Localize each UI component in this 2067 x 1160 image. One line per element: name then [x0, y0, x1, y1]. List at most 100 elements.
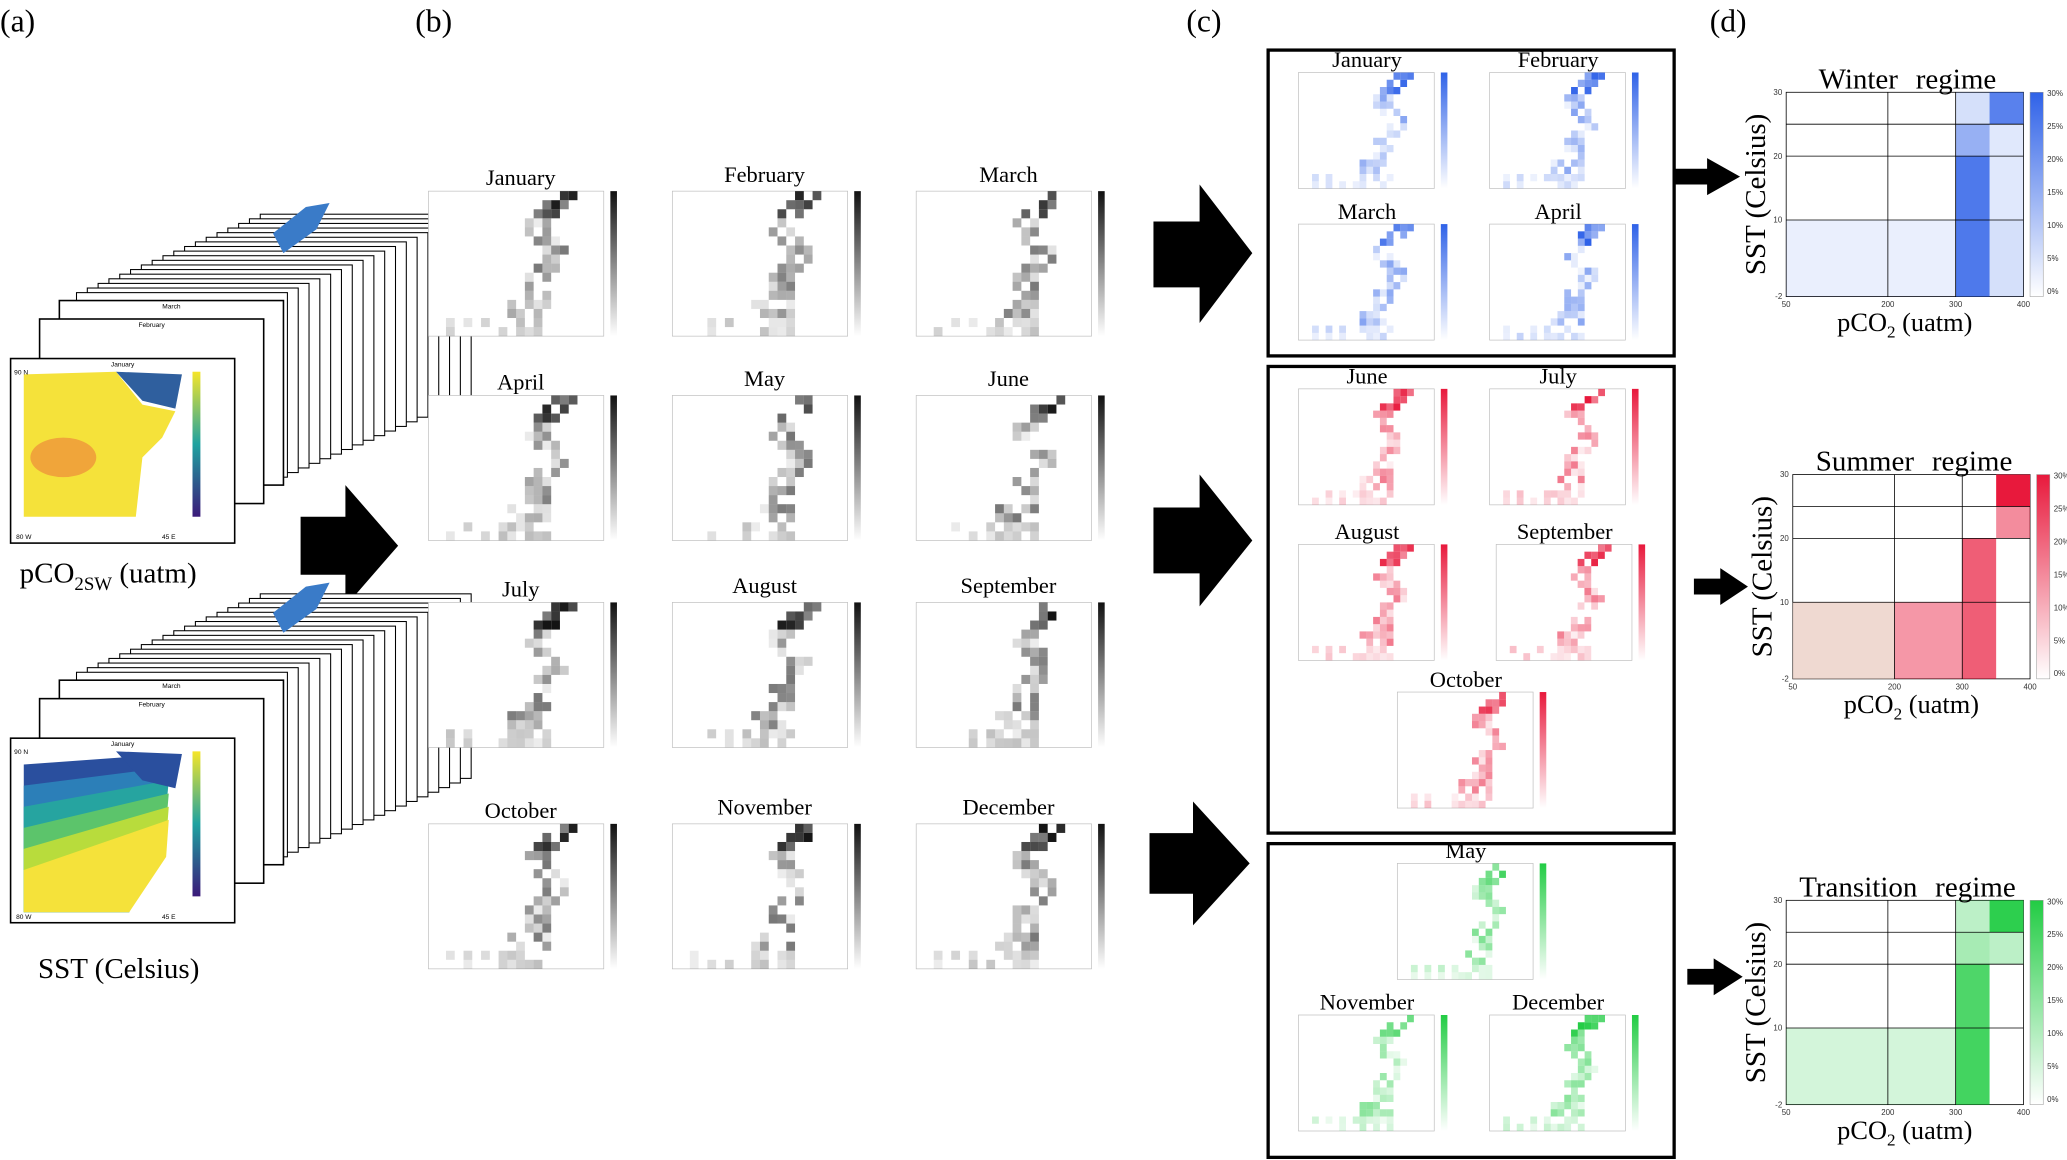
- heat-cell: [795, 263, 804, 273]
- heat-cell: [559, 878, 569, 888]
- heat-cell: [1373, 1094, 1380, 1102]
- heat-cell: [777, 318, 787, 328]
- heat-cell: [777, 218, 787, 228]
- heat-cell: [751, 950, 760, 960]
- heat-cell: [524, 905, 534, 915]
- panel-label: (c): [1186, 4, 1221, 39]
- heat-cell: [1030, 887, 1039, 897]
- heat-cell: [786, 281, 796, 291]
- label-base: pCO: [1837, 308, 1887, 337]
- heat-cell: [786, 629, 796, 639]
- heat-cell: [1373, 1036, 1380, 1044]
- heat-cell: [1564, 454, 1572, 462]
- heat-cell: [768, 683, 778, 694]
- heat-cell: [1584, 1022, 1592, 1030]
- heat-cell: [1030, 522, 1039, 532]
- heat-cell: [1478, 943, 1486, 951]
- heat-cell: [1577, 461, 1585, 469]
- heat-cell: [1577, 1123, 1585, 1131]
- colorbar: [610, 191, 617, 337]
- map-corner: 45 E: [162, 534, 176, 541]
- heat-cell: [533, 318, 543, 328]
- heat-cell: [481, 318, 490, 328]
- heat-cell: [1577, 624, 1585, 632]
- heat-cell: [1564, 1102, 1572, 1110]
- heat-cell: [1598, 72, 1605, 80]
- heat-cell: [1471, 800, 1479, 809]
- regime-cell: [1996, 506, 2031, 539]
- heat-cell: [1577, 631, 1585, 639]
- heat-cell: [1012, 729, 1022, 739]
- heat-cell: [524, 638, 534, 648]
- heat-cell: [768, 504, 778, 514]
- heat-cell: [777, 693, 787, 703]
- heat-cell: [1030, 702, 1039, 712]
- heat-cell: [559, 602, 569, 612]
- heat-cell: [1386, 231, 1394, 239]
- heat-cell: [542, 254, 552, 264]
- heat-cell: [1038, 620, 1048, 630]
- heat-cell: [768, 486, 778, 496]
- heat-cell: [542, 729, 552, 739]
- heat-cell: [777, 638, 787, 648]
- heat-cell: [1003, 932, 1013, 942]
- heat-cell: [707, 959, 717, 969]
- heat-cell: [1038, 665, 1048, 675]
- heat-cell: [533, 711, 543, 721]
- heat-cell: [1021, 318, 1031, 328]
- heat-cell: [1584, 573, 1592, 581]
- heat-cell: [542, 299, 552, 309]
- heat-cell: [1386, 260, 1394, 268]
- map-title: March: [162, 683, 181, 690]
- heat-cell: [1577, 1102, 1585, 1110]
- x-tick-label: 300: [1956, 682, 1970, 691]
- heat-cell: [1577, 101, 1585, 109]
- heat-cell: [777, 738, 787, 748]
- heat-cell: [1424, 793, 1432, 801]
- heat-cell: [1393, 1058, 1401, 1066]
- heat-cell: [1366, 475, 1374, 484]
- x-tick-label: 300: [1949, 300, 1963, 309]
- heat-cell: [1584, 425, 1592, 433]
- heat-cell: [1571, 181, 1578, 189]
- heat-cell: [768, 629, 778, 639]
- heat-cell: [1571, 260, 1578, 268]
- heat-cell: [1577, 645, 1585, 654]
- heat-cell: [1564, 653, 1571, 661]
- heat-cell: [1564, 1080, 1572, 1088]
- heat-cell: [1366, 159, 1374, 167]
- colorbar-tick: 5%: [2047, 1062, 2058, 1071]
- heat-cell: [1591, 1065, 1599, 1073]
- label-sub: 2: [1887, 322, 1896, 341]
- heat-cell: [1386, 123, 1394, 131]
- heat-cell: [1373, 645, 1380, 654]
- heat-cell: [1012, 914, 1022, 924]
- heat-cell: [1471, 721, 1479, 729]
- heat-cell: [1478, 921, 1486, 929]
- plot-title: May: [744, 366, 786, 391]
- heat-cell: [786, 693, 796, 703]
- heat-cell: [1359, 490, 1367, 498]
- heat-cell: [986, 531, 996, 541]
- heat-cell: [533, 422, 543, 432]
- heat-cell: [1012, 693, 1022, 703]
- heat-cell: [533, 923, 543, 933]
- axis-label: pCO2 (uatm): [1837, 1116, 1972, 1150]
- heat-cell: [1386, 653, 1394, 661]
- heat-cell: [1030, 905, 1039, 915]
- heat-cell: [1012, 308, 1022, 319]
- heat-cell: [533, 531, 543, 541]
- heat-cell: [542, 629, 552, 639]
- heat-cell: [1030, 950, 1039, 960]
- heat-cell: [1386, 1080, 1394, 1088]
- heat-cell: [507, 531, 517, 541]
- heat-cell: [1030, 477, 1039, 487]
- heat-cell: [1564, 497, 1572, 505]
- heat-cell: [533, 905, 543, 915]
- heat-cell: [1386, 638, 1394, 646]
- heat-cell: [533, 693, 543, 703]
- heat-cell: [1557, 638, 1565, 646]
- heat-cell: [1021, 290, 1031, 300]
- heat-cell: [1012, 477, 1022, 487]
- heat-cell: [1386, 238, 1394, 246]
